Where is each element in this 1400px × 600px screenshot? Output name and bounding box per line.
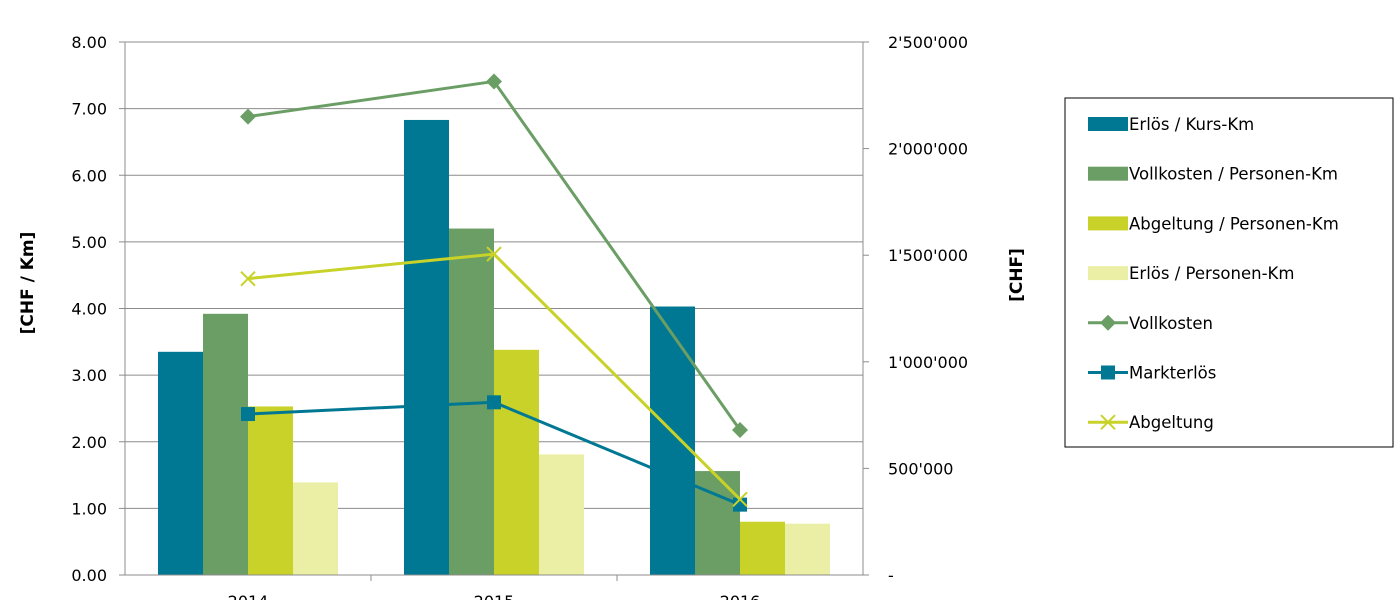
bar-erlos-personen-km [293, 482, 338, 575]
legend-marker-markterlos [1101, 365, 1115, 380]
legend-swatch-erlos-personen-km [1088, 266, 1128, 281]
x-tick-label: 2015 [474, 592, 515, 600]
legend-marker-abgeltung [1100, 414, 1116, 430]
legend-label-erlos-kurs-km: Erlös / Kurs-Km [1129, 115, 1254, 134]
x-tick-label: 2016 [720, 592, 761, 600]
legend-label-vollkosten: Vollkosten [1129, 314, 1213, 333]
point-markterlos [241, 407, 255, 422]
point-vollkosten [240, 108, 256, 125]
bar-abgeltung-personen-km [740, 521, 785, 575]
bar-erlos-kurs-km [650, 306, 695, 575]
y-left-tick-label: 6.00 [71, 166, 107, 185]
y-left-tick-label: 5.00 [71, 233, 107, 252]
bar-erlos-personen-km [539, 454, 584, 575]
y-right-tick-label: 2'500'000 [888, 33, 968, 52]
y-right-tick-label: 1'000'000 [888, 353, 968, 372]
y-right-axis-title: [CHF] [1007, 248, 1027, 302]
y-right-tick-label: - [888, 566, 894, 585]
legend-label-abgeltung-personen-km: Abgeltung / Personen-Km [1129, 214, 1339, 233]
y-left-tick-label: 0.00 [71, 566, 107, 585]
point-vollkosten [732, 422, 748, 439]
legend-swatch-vollkosten-personen-km [1088, 166, 1128, 181]
y-left-tick-label: 4.00 [71, 300, 107, 319]
point-abgeltung [732, 491, 748, 508]
y-left-tick-label: 3.00 [71, 366, 107, 385]
point-abgeltung [240, 270, 256, 287]
legend-swatch-erlos-kurs-km [1088, 117, 1128, 131]
y-right-tick-label: 2'000'000 [888, 140, 968, 159]
y-left-tick-label: 7.00 [71, 100, 107, 119]
legend-marker-vollkosten [1100, 314, 1116, 331]
x-tick-label: 2014 [228, 592, 269, 600]
bar-erlos-personen-km [785, 523, 830, 575]
bar-erlos-kurs-km [404, 119, 449, 576]
bar-abgeltung-personen-km [248, 406, 293, 575]
y-left-tick-label: 1.00 [71, 499, 107, 518]
legend-label-abgeltung: Abgeltung [1129, 413, 1214, 432]
y-left-tick-label: 8.00 [71, 33, 107, 52]
line-series-group [240, 73, 748, 512]
point-abgeltung [486, 246, 502, 262]
y-right-tick-label: 1'500'000 [888, 246, 968, 265]
point-vollkosten [486, 73, 502, 90]
y-left-tick-label: 2.00 [71, 433, 107, 452]
axes: 0.00 1.00 2.00 3.00 4.00 5.00 6.00 7.00 8.00 - 500… [71, 33, 968, 600]
bar-vollkosten-personen-km [203, 313, 248, 575]
point-markterlos [487, 395, 501, 410]
bar-vollkosten-personen-km [695, 471, 740, 575]
legend-label-markterlos: Markterlös [1129, 364, 1216, 383]
legend: Erlös / Kurs-Km Vollkosten / Personen-Km A… [1064, 97, 1394, 448]
y-left-axis-title: [CHF / Km] [18, 232, 38, 335]
legend-label-erlos-personen-km: Erlös / Personen-Km [1129, 264, 1294, 283]
bar-abgeltung-personen-km [494, 349, 539, 575]
y-right-tick-label: 500'000 [888, 459, 953, 478]
legend-swatch-abgeltung-personen-km [1088, 216, 1128, 231]
point-markterlos [733, 497, 747, 512]
legend-label-vollkosten-personen-km: Vollkosten / Personen-Km [1129, 165, 1338, 184]
bar-erlos-kurs-km [158, 351, 203, 575]
bar-series-group [158, 119, 830, 576]
